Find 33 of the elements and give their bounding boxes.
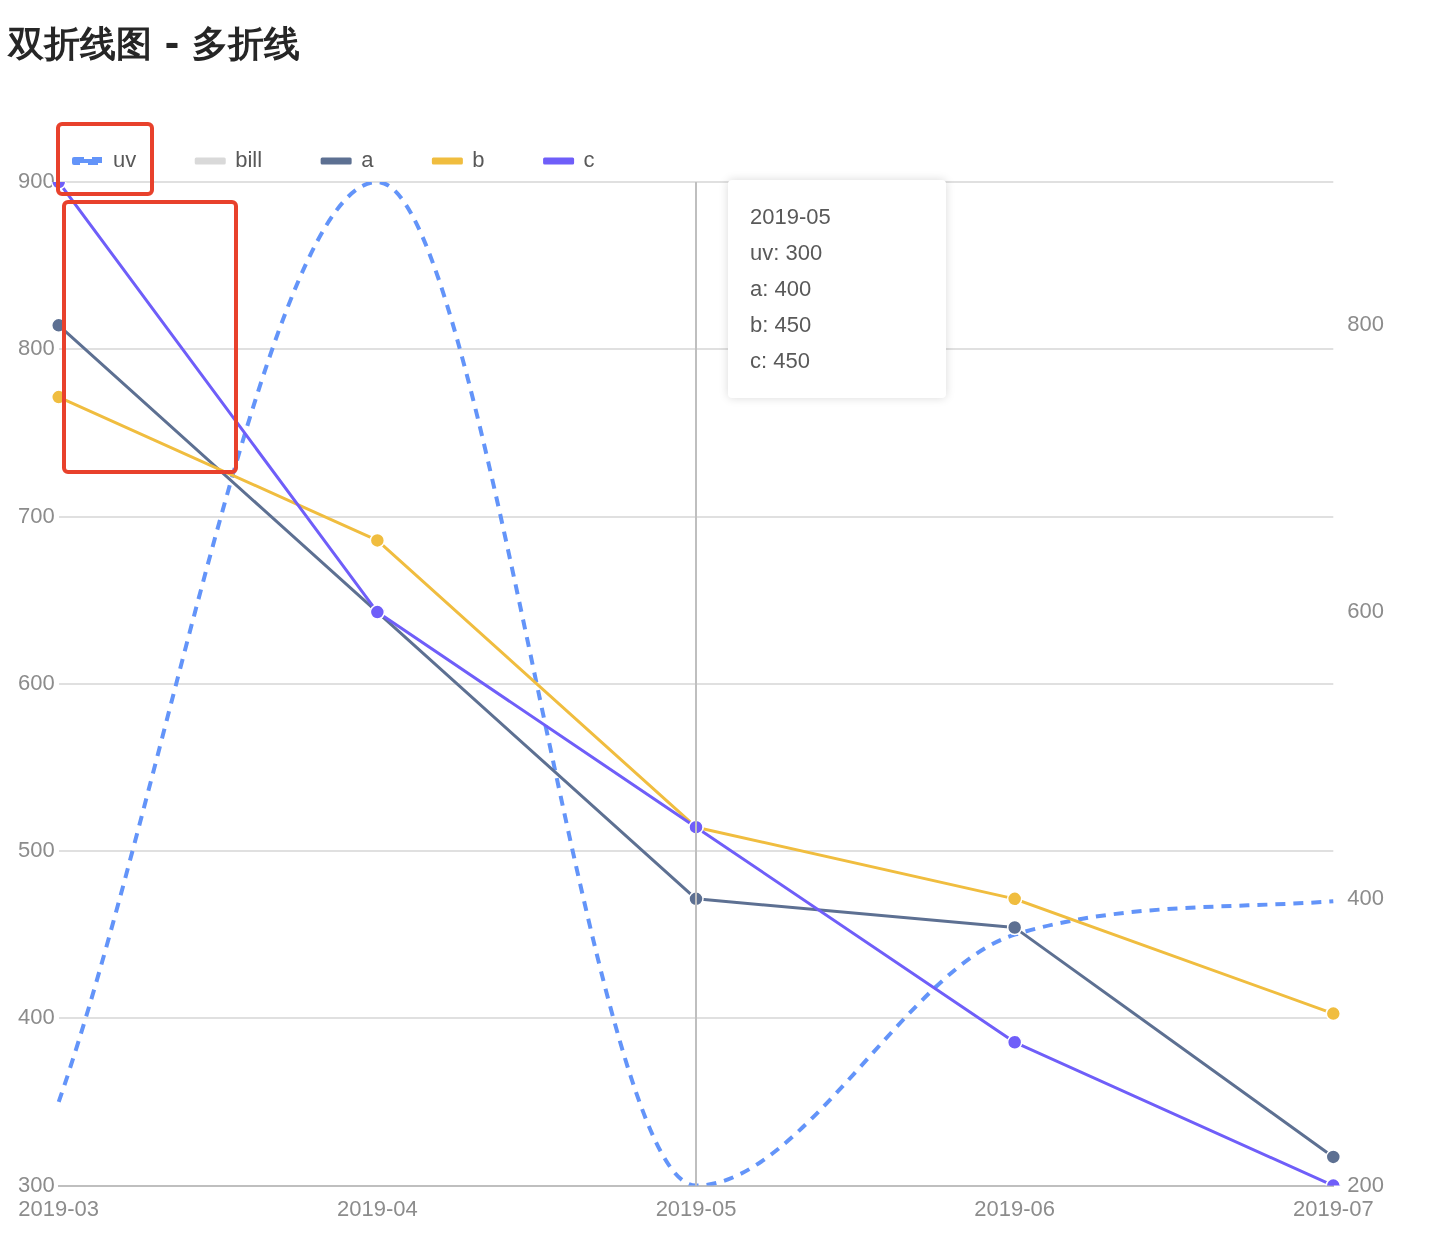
legend-label: bill (235, 147, 263, 173)
legend-label: uv (113, 147, 137, 173)
annotation: c: 450 (750, 348, 811, 374)
y-tick-label: 800 (17, 335, 55, 361)
y2-tick-label: 200 (1347, 1171, 1385, 1197)
x-tick-label: 2019-06 (974, 1195, 1056, 1221)
chart-title: 双折线图 - 多折线 (8, 22, 301, 66)
legend-label: a (361, 147, 375, 173)
x-tick-label: 2019-03 (18, 1195, 100, 1221)
y-tick-label: 500 (17, 837, 55, 863)
y-tick-label: 600 (17, 669, 55, 695)
y-tick-label: 300 (17, 1171, 55, 1197)
point (1006, 1034, 1023, 1050)
y2-tick-label: 400 (1347, 884, 1385, 910)
y2-tick-label: 600 (1347, 598, 1385, 624)
point (1006, 919, 1023, 936)
point (1325, 1149, 1342, 1165)
legend-label: c (583, 147, 595, 173)
point (1006, 891, 1023, 907)
annotation: 2019-05 (750, 204, 832, 230)
point (369, 532, 386, 549)
x-tick-label: 2019-05 (655, 1195, 737, 1221)
y-tick-label: 700 (17, 502, 55, 528)
x-tick-label: 2019-07 (1292, 1195, 1374, 1221)
legend-label: b (472, 147, 485, 173)
annotation: uv: 300 (750, 240, 824, 266)
x-tick-label: 2019-04 (336, 1195, 418, 1221)
y2-tick-label: 800 (1347, 311, 1385, 337)
annotation: b: 450 (750, 312, 813, 338)
annotation: a: 400 (750, 276, 813, 302)
point (1325, 1005, 1342, 1022)
y-tick-label: 400 (17, 1004, 55, 1030)
y-tick-label: 900 (17, 168, 55, 194)
